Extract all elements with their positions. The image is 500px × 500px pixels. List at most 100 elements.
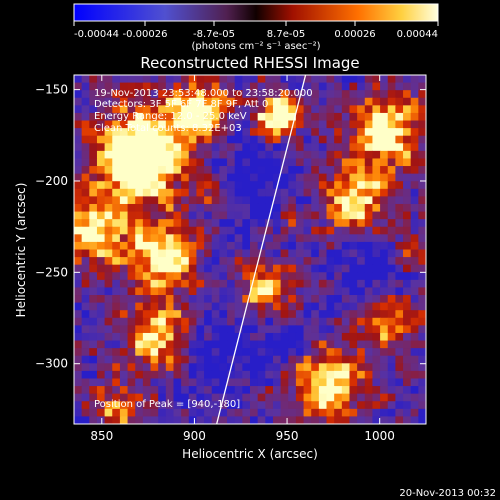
heatmap-cell: [250, 90, 259, 99]
heatmap-cell: [74, 401, 83, 410]
heatmap-cell: [364, 211, 374, 220]
heatmap-cell: [173, 249, 182, 258]
heatmap-cell: [196, 97, 205, 106]
heatmap-cell: [403, 401, 412, 410]
heatmap-cell: [326, 416, 335, 424]
heatmap-cell: [410, 416, 419, 424]
heatmap-cell: [112, 386, 121, 395]
heatmap-cell: [280, 128, 289, 137]
heatmap-cell: [227, 393, 236, 402]
heatmap-cell: [311, 416, 320, 424]
heatmap-cell: [387, 226, 396, 235]
heatmap-cell: [403, 105, 412, 114]
heatmap-cell: [326, 75, 335, 84]
heatmap-cell: [318, 363, 328, 372]
heatmap-cell: [265, 90, 274, 99]
heatmap-cell: [280, 348, 289, 357]
heatmap-cell: [165, 105, 175, 114]
heatmap-cell: [387, 257, 396, 266]
heatmap-cell: [250, 279, 259, 289]
heatmap-cell: [165, 355, 175, 364]
heatmap-cell: [265, 302, 274, 311]
heatmap-cell: [326, 363, 335, 372]
heatmap-cell: [219, 97, 228, 106]
heatmap-cell: [158, 166, 167, 175]
heatmap-cell: [165, 332, 175, 342]
heatmap-cell: [403, 135, 412, 144]
heatmap-cell: [403, 386, 412, 395]
heatmap-cell: [341, 408, 351, 418]
heatmap-cell: [74, 112, 83, 122]
heatmap-cell: [127, 401, 136, 410]
heatmap-cell: [196, 408, 205, 418]
heatmap-cell: [142, 317, 152, 326]
heatmap-cell: [403, 287, 412, 296]
heatmap-cell: [181, 401, 190, 410]
heatmap-cell: [265, 257, 274, 266]
heatmap-cell: [272, 332, 282, 342]
heatmap-cell: [234, 158, 243, 167]
heatmap-cell: [173, 234, 182, 243]
heatmap-cell: [288, 203, 297, 213]
heatmap-cell: [311, 272, 320, 281]
heatmap-cell: [204, 401, 213, 410]
heatmap-cell: [349, 105, 358, 114]
heatmap-cell: [257, 234, 266, 243]
heatmap-cell: [127, 211, 136, 220]
heatmap-cell: [219, 370, 228, 380]
heatmap-cell: [219, 408, 228, 418]
heatmap-cell: [295, 287, 305, 296]
heatmap-cell: [288, 355, 297, 364]
heatmap-cell: [142, 355, 152, 364]
heatmap-cell: [127, 158, 136, 167]
heatmap-cell: [104, 211, 113, 220]
heatmap-cell: [288, 105, 297, 114]
heatmap-cell: [188, 181, 198, 190]
heatmap-cell: [357, 295, 366, 304]
heatmap-cell: [188, 416, 198, 424]
heatmap-cell: [227, 203, 236, 213]
heatmap-cell: [257, 287, 266, 296]
heatmap-cell: [196, 166, 205, 175]
heatmap-cell: [74, 135, 83, 144]
heatmap-cell: [89, 188, 98, 197]
heatmap-cell: [326, 97, 335, 106]
heatmap-cell: [280, 120, 289, 129]
heatmap-cell: [280, 401, 289, 410]
heatmap-cell: [257, 105, 266, 114]
heatmap-cell: [204, 135, 213, 144]
heatmap-cell: [158, 348, 167, 357]
heatmap-cell: [196, 370, 205, 380]
heatmap-cell: [280, 219, 289, 228]
colorbar: -0.00044 -0.00026 -8.7e-05 8.7e-05 0.00026 0.…: [73, 3, 439, 52]
heatmap-cell: [211, 340, 220, 349]
heatmap-cell: [142, 393, 152, 402]
heatmap-cell: [96, 264, 106, 273]
heatmap-cell: [142, 241, 152, 251]
heatmap-cell: [74, 166, 83, 175]
heatmap-cell: [204, 166, 213, 175]
heatmap-cell: [181, 150, 190, 160]
heatmap-cell: [181, 295, 190, 304]
heatmap-cell: [410, 234, 419, 243]
heatmap-cell: [112, 120, 121, 129]
heatmap-cell: [135, 295, 144, 304]
heatmap-cell: [288, 279, 297, 289]
heatmap-cell: [334, 295, 343, 304]
heatmap-cell: [181, 188, 190, 197]
heatmap-cell: [188, 302, 198, 311]
heatmap-cell: [280, 90, 289, 99]
heatmap-cell: [158, 158, 167, 167]
heatmap-cell: [204, 249, 213, 258]
heatmap-cell: [127, 340, 136, 349]
heatmap-cell: [288, 332, 297, 342]
heatmap-cell: [119, 363, 129, 372]
heatmap-cell: [250, 310, 259, 319]
heatmap-cell: [387, 340, 396, 349]
heatmap-cell: [227, 340, 236, 349]
heatmap-cell: [142, 257, 152, 266]
heatmap-cell: [234, 272, 243, 281]
heatmap-cell: [341, 203, 351, 213]
heatmap-cell: [418, 234, 426, 243]
heatmap-cell: [89, 112, 98, 122]
